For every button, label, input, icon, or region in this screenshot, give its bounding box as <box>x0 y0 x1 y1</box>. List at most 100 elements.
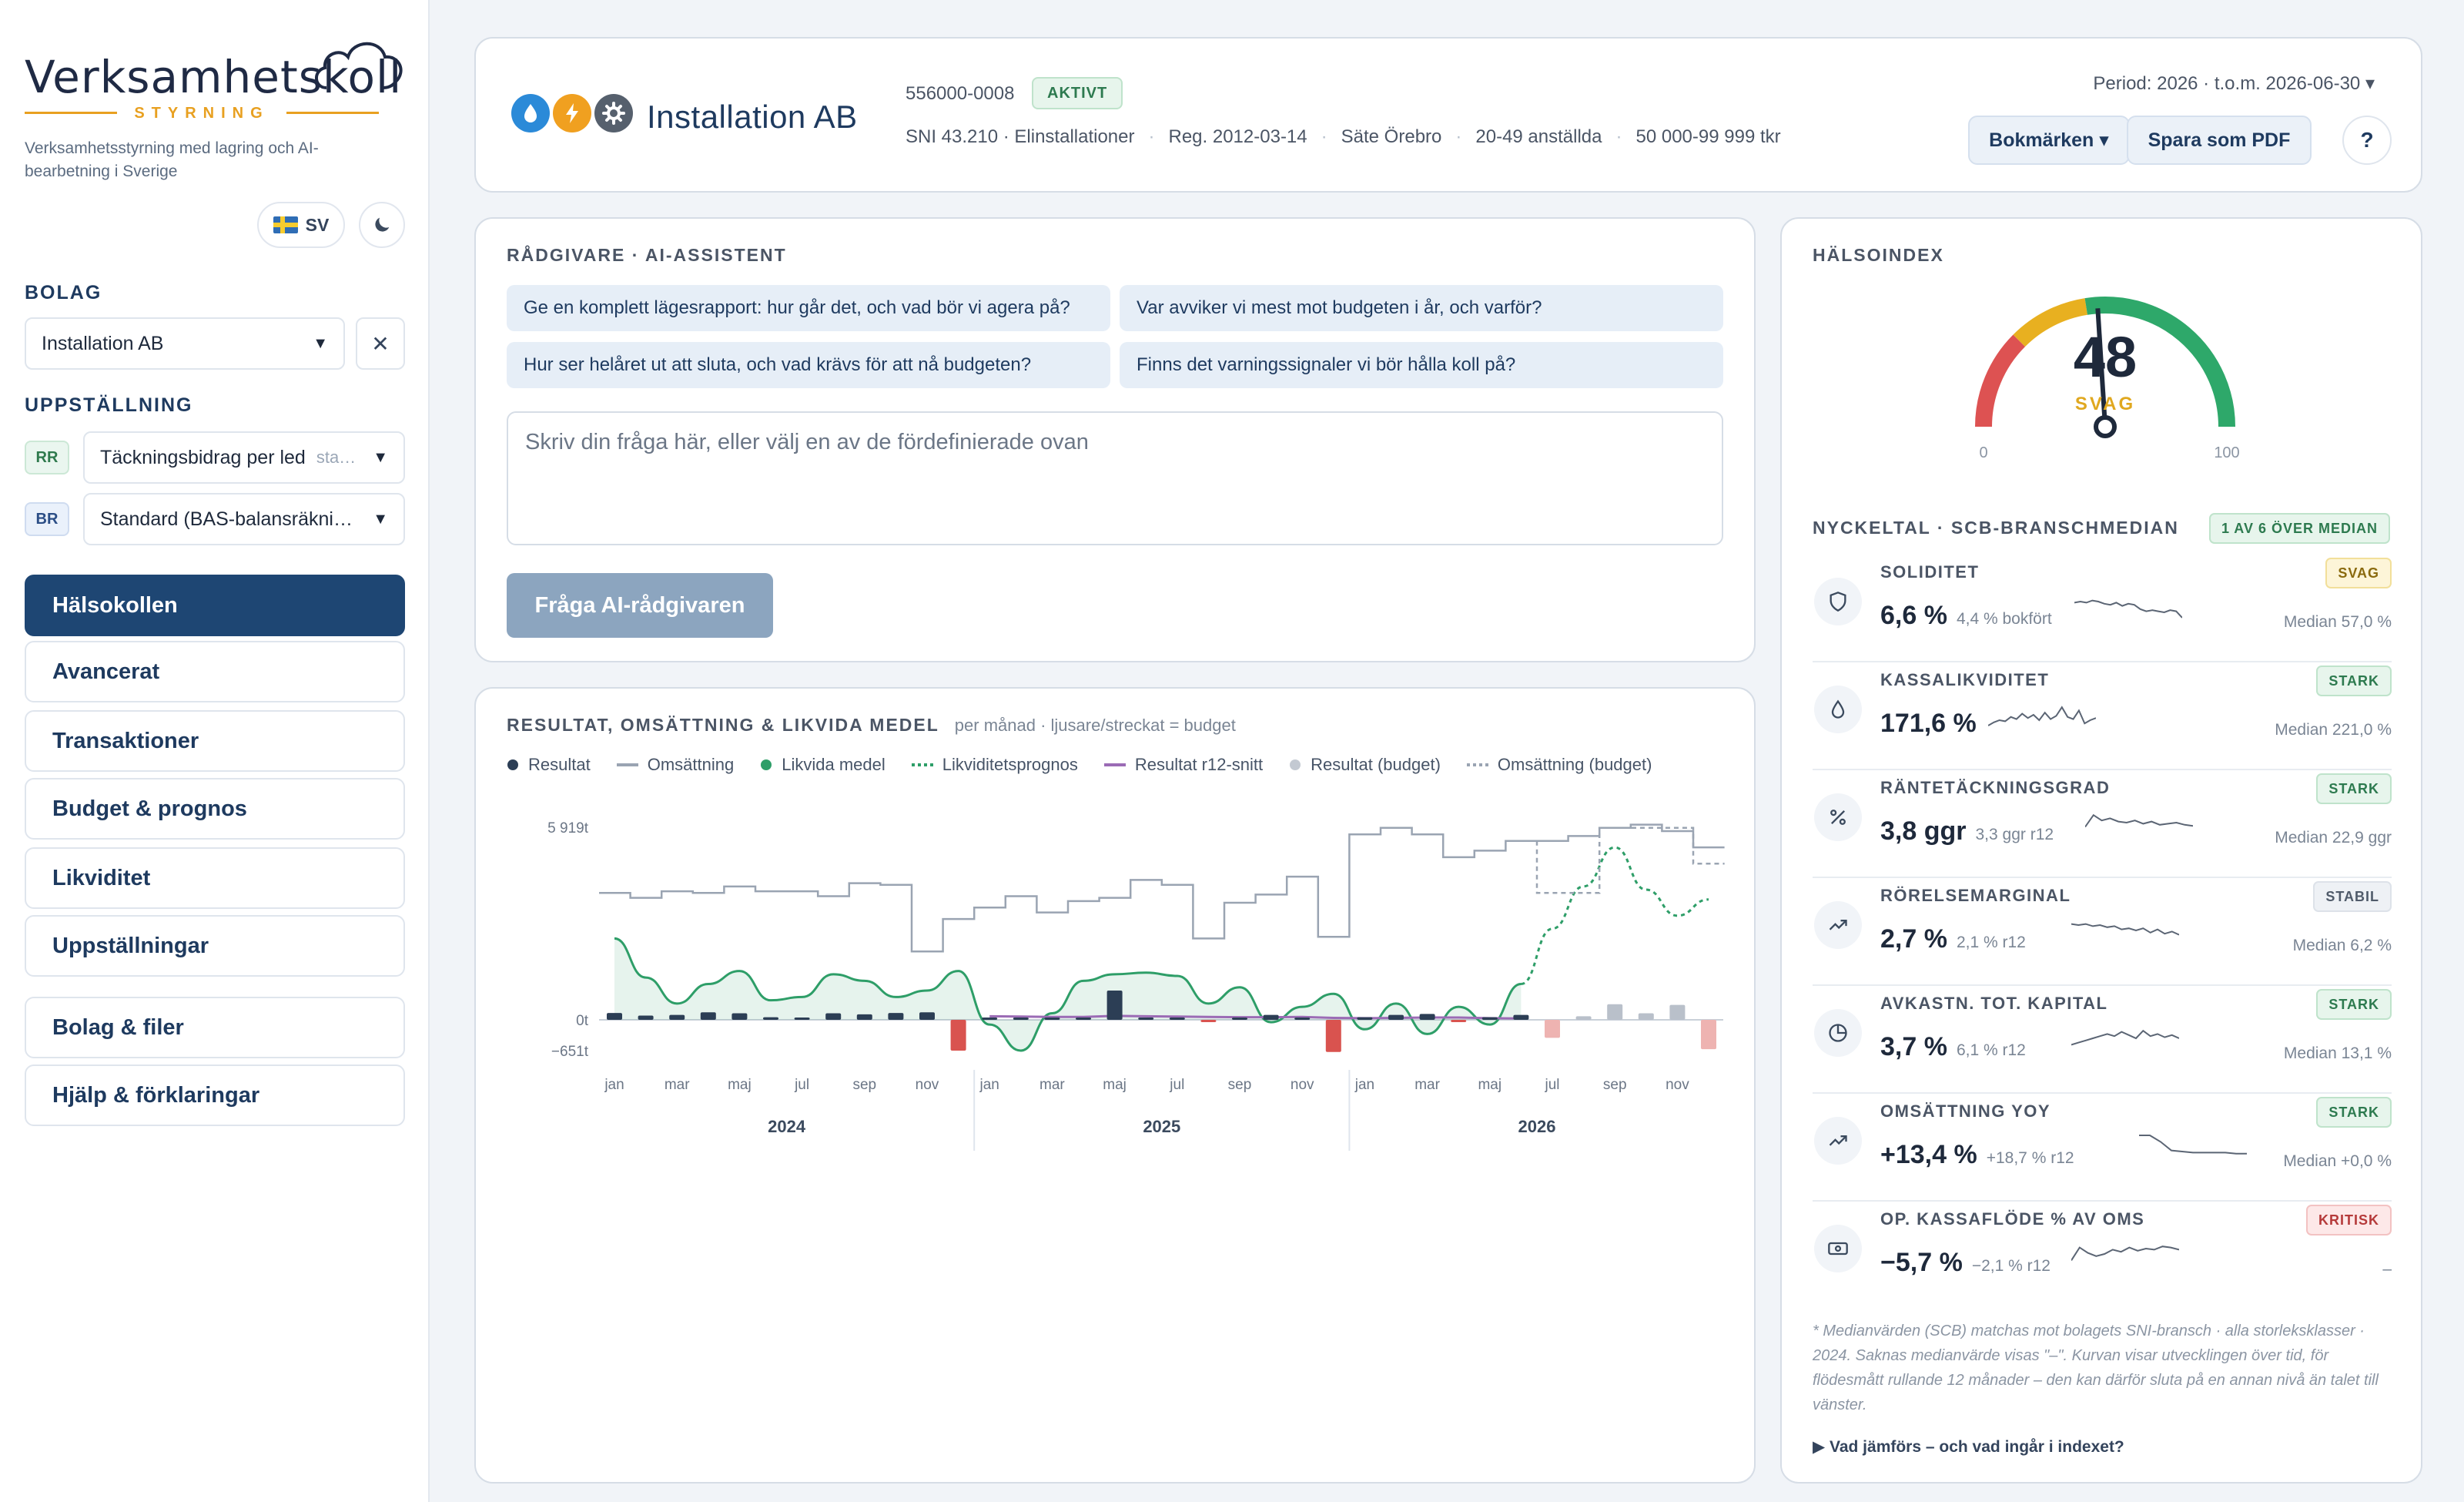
kpi-row[interactable]: RÄNTETÄCKNINGSGRAD 3,8 ggr 3,3 ggr r12 STAR… <box>1813 770 2392 878</box>
gauge-max-label: 100 <box>2214 444 2239 461</box>
nav-bolag-filer[interactable]: Bolag & filer <box>25 997 405 1058</box>
x-year-label: 2024 <box>768 1117 806 1136</box>
legend-resultat[interactable]: Resultat <box>507 755 591 775</box>
resultat-budget-bar <box>1701 1020 1716 1050</box>
resultat-bar <box>1044 1018 1060 1020</box>
legend-likvida[interactable]: Likvida medel <box>760 755 886 775</box>
kpi-row[interactable]: AVKASTN. TOT. KAPITAL 3,7 % 6,1 % r12 STARK… <box>1813 986 2392 1094</box>
meta-sni: SNI 43.210 · Elinstallationer <box>906 126 1135 147</box>
dark-mode-toggle[interactable] <box>359 202 405 248</box>
y-tick-label: −651t <box>551 1044 589 1060</box>
kpi-sub: 4,4 % bokfört <box>1956 610 2052 628</box>
resultat-bar <box>669 1014 685 1020</box>
gauge-needle <box>2095 308 2107 427</box>
sparkline <box>1988 706 2096 726</box>
suggestion-chip[interactable]: Ge en komplett lägesrapport: hur går det… <box>507 285 1110 331</box>
legend-omsattning-budget[interactable]: Omsättning (budget) <box>1466 755 1652 774</box>
rr-layout-select[interactable]: Täckningsbidrag per led sta… ▼ <box>83 431 405 484</box>
x-month-label: maj <box>728 1077 752 1093</box>
question-input[interactable]: Skriv din fråga här, eller välj en av de… <box>507 411 1723 545</box>
legend-resultat-budget[interactable]: Resultat (budget) <box>1289 755 1441 775</box>
meta-turnover: 50 000-99 999 tkr <box>1635 126 1781 147</box>
legend-likviditetsprognos[interactable]: Likviditetsprognos <box>911 755 1078 774</box>
nav-hjalp[interactable]: Hjälp & förklaringar <box>25 1064 405 1126</box>
kpi-name: SOLIDITET <box>1880 562 1980 582</box>
br-layout-select[interactable]: Standard (BAS-balansräkni… ▼ <box>83 493 405 545</box>
sparkline <box>2071 1029 2179 1046</box>
help-button[interactable]: ? <box>2342 116 2392 165</box>
kpi-median: Median +0,0 % <box>2283 1152 2392 1170</box>
x-month-label: mar <box>665 1077 690 1093</box>
kpi-row[interactable]: OMSÄTTNING YOY +13,4 % +18,7 % r12 STARK Med… <box>1813 1094 2392 1202</box>
resultat-budget-bar <box>1575 1016 1592 1020</box>
uppstallning-label: UPPSTÄLLNING <box>25 394 193 416</box>
resultat-bar <box>1013 1018 1029 1020</box>
nav-avancerat[interactable]: Avancerat <box>25 641 405 702</box>
chevron-down-icon: ▼ <box>373 448 388 466</box>
resultat-budget-bar <box>1669 1004 1686 1020</box>
swedish-flag-icon <box>273 216 298 233</box>
rr-tag: RR <box>25 441 69 474</box>
pie-icon <box>1814 1009 1862 1057</box>
x-month-label: sep <box>852 1077 876 1093</box>
y-tick-label: 5 919t <box>547 820 589 836</box>
ask-ai-button[interactable]: Fråga AI-rådgivaren <box>507 573 773 638</box>
kpi-value: −5,7 % −2,1 % r12 <box>1880 1248 2051 1277</box>
forecast-line <box>1520 846 1709 986</box>
water-icon <box>511 94 550 132</box>
x-month-label: mar <box>1414 1077 1440 1093</box>
resultat-bar <box>1325 1020 1341 1052</box>
kpi-row[interactable]: RÖRELSEMARGINAL 2,7 % 2,1 % r12 STABIL Media… <box>1813 878 2392 986</box>
company-header: Installation AB 556000-0008 AKTIVT SNI 4… <box>474 37 2422 193</box>
nav-uppstallningar[interactable]: Uppställningar <box>25 915 405 977</box>
kpi-badge: STARK <box>2316 773 2392 804</box>
kpi-row[interactable]: SOLIDITET 6,6 % 4,4 % bokfört SVAG Median 57… <box>1813 555 2392 662</box>
kpi-value: +13,4 % +18,7 % r12 <box>1880 1140 2074 1169</box>
clear-company-button[interactable]: ✕ <box>356 317 405 370</box>
nav-likviditet[interactable]: Likviditet <box>25 847 405 909</box>
x-month-label: sep <box>1228 1077 1252 1093</box>
resultat-bar <box>794 1018 810 1020</box>
x-year-label: 2025 <box>1143 1117 1180 1136</box>
kpi-badge: KRITISK <box>2306 1205 2392 1235</box>
details-toggle[interactable]: ▶ Vad jämförs – och vad ingår i indexet? <box>1813 1437 2124 1457</box>
rr-select-suffix: sta… <box>316 448 357 467</box>
legend-omsattning[interactable]: Omsättning <box>616 755 735 774</box>
nav-halsokollen[interactable]: Hälsokollen <box>25 575 405 636</box>
save-pdf-button[interactable]: Spara som PDF <box>2127 116 2312 165</box>
results-chart-card: RESULTAT, OMSÄTTNING & LIKVIDA MEDEL per … <box>474 687 1756 1484</box>
tagline: Verksamhetsstyrning med lagring och AI-b… <box>25 139 319 180</box>
gauge-segment <box>2013 298 2088 347</box>
chart-subtitle: per månad · ljusare/streckat = budget <box>954 716 1236 735</box>
kpi-value: 2,7 % 2,1 % r12 <box>1880 924 2026 954</box>
suggestion-chip[interactable]: Hur ser helåret ut att sluta, och vad kr… <box>507 342 1110 388</box>
resultat-bar <box>1513 1014 1529 1020</box>
period-select[interactable]: Period: 2026 · t.o.m. 2026-06-30 ▾ <box>2093 73 2375 94</box>
kpi-row[interactable]: OP. KASSAFLÖDE % AV OMS −5,7 % −2,1 % r12 K… <box>1813 1202 2392 1309</box>
logo[interactable]: Verksamhetskoll STYRNING <box>25 34 403 122</box>
nav-budget-prognos[interactable]: Budget & prognos <box>25 778 405 840</box>
kpi-badge: STARK <box>2316 666 2392 696</box>
bookmarks-button[interactable]: Bokmärken ▾ <box>1968 116 2130 165</box>
resultat-budget-bar <box>1545 1020 1560 1038</box>
trend-up-icon <box>1814 1117 1862 1165</box>
legend-r12[interactable]: Resultat r12-snitt <box>1103 755 1264 774</box>
x-month-label: jul <box>1544 1077 1559 1093</box>
resultat-bar <box>856 1014 872 1020</box>
droplet-icon <box>1814 686 1862 733</box>
health-index-card: HÄLSOINDEX 48 SVAG 0 100 NYCKELTAL · SCB-BR… <box>1780 217 2422 1484</box>
language-switch[interactable]: SV <box>257 202 345 248</box>
nav-transaktioner[interactable]: Transaktioner <box>25 710 405 772</box>
sidebar: Verksamhetskoll STYRNING Verksamhetsstyr… <box>0 0 430 1502</box>
x-month-label: jul <box>1169 1077 1184 1093</box>
kpi-row[interactable]: KASSALIKVIDITET 171,6 % STARK Median 221,0 … <box>1813 662 2392 770</box>
kpi-value: 171,6 % <box>1880 709 1977 738</box>
health-grade: SVAG <box>2075 394 2135 414</box>
moon-icon <box>375 217 390 232</box>
suggestion-chip[interactable]: Var avviker vi mest mot budgeten i år, o… <box>1120 285 1723 331</box>
resultat-bar <box>1169 1018 1185 1020</box>
suggestion-chip[interactable]: Finns det varningssignaler vi bör hålla … <box>1120 342 1723 388</box>
logo-wordmark: Verksamhetskoll <box>25 51 403 103</box>
company-select[interactable]: Installation AB ▼ <box>25 317 345 370</box>
company-icons <box>511 94 633 132</box>
